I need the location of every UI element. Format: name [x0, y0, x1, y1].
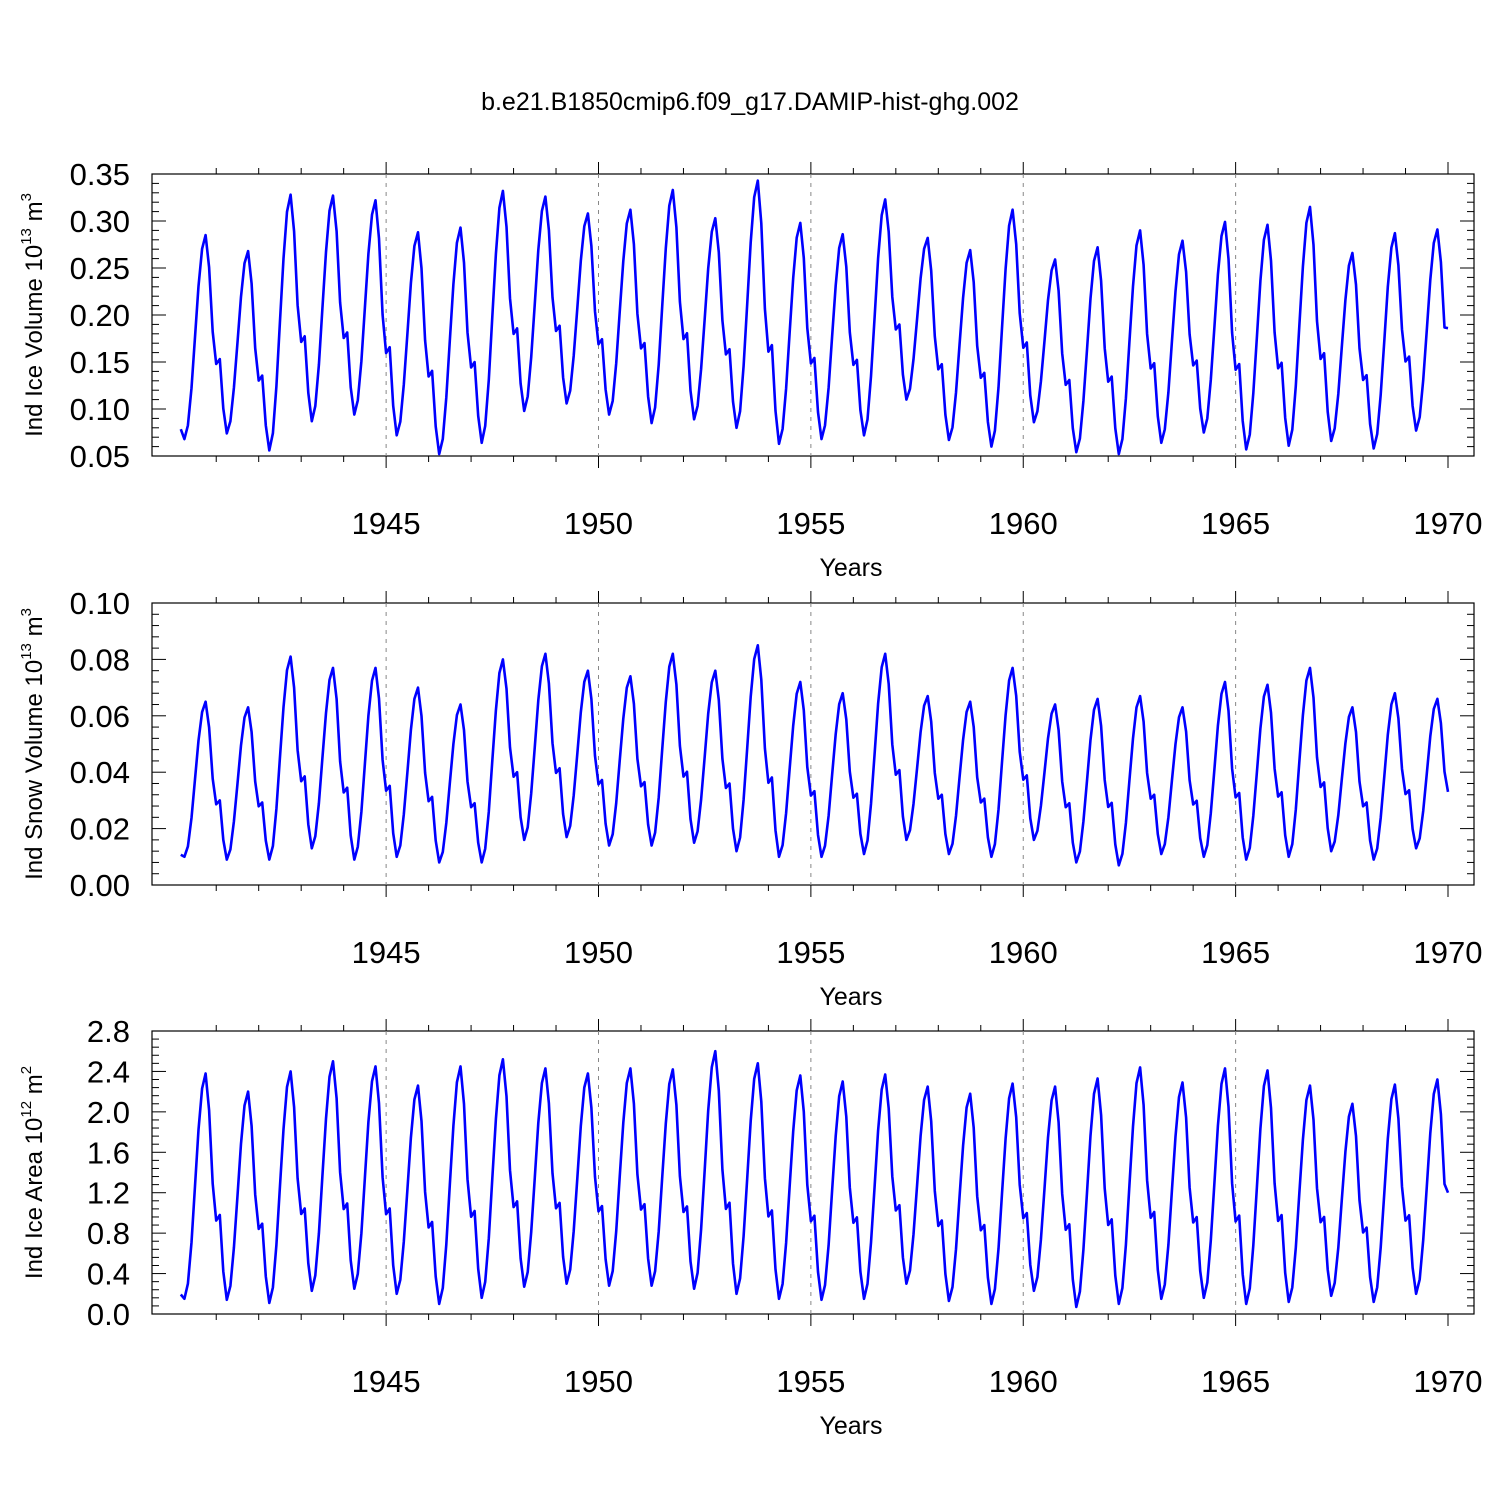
series-line: [179, 179, 1449, 456]
y-tick-label: 0.15: [70, 345, 130, 380]
y-axis-label-text: Ind Snow Volume 10: [21, 660, 48, 880]
y-tick-label: 0.04: [70, 755, 130, 790]
y-tick-label: 0.8: [87, 1216, 130, 1251]
x-tick-label: 1970: [1414, 506, 1483, 541]
y-tick-label: 0.08: [70, 642, 130, 677]
series-line: [180, 643, 1450, 867]
panel-2: 1945 1950 1955 1960 1965 1970 Years 0.00 0.02 0.0…: [18, 586, 1482, 1011]
y-axis-label: Ind Ice Area 1012 m2: [18, 1066, 48, 1279]
x-tick-label: 1960: [989, 1364, 1058, 1399]
x-tick-label: 1950: [564, 1364, 633, 1399]
plot-frame: [151, 173, 1475, 457]
y-tick-label: 0.10: [70, 586, 130, 621]
panel-1: 1945 1950 1955 1960 1965 1970 Years 0.05 0.10 0.1…: [18, 157, 1482, 582]
y-tick-label: 0.06: [70, 699, 130, 734]
x-tick-label: 1970: [1414, 1364, 1483, 1399]
x-tick-label: 1965: [1201, 1364, 1270, 1399]
x-tick-label: 1945: [352, 1364, 421, 1399]
x-tick-label: 1945: [352, 506, 421, 541]
y-tick-label: 0.0: [87, 1297, 130, 1332]
chart-title: b.e21.B1850cmip6.f09_g17.DAMIP-hist-ghg.…: [481, 88, 1019, 116]
y-tick-label: 0.02: [70, 812, 130, 847]
y-axis-label-unit-exponent: 3: [18, 608, 35, 616]
x-tick-label: 1950: [564, 935, 633, 970]
x-tick-label: 1955: [776, 1364, 845, 1399]
y-axis-label-unit-exponent: 3: [18, 193, 35, 201]
panel-3: 1945 1950 1955 1960 1965 1970 Years 0.0 0.4 0.8 1.…: [18, 1014, 1482, 1440]
x-axis-label: Years: [819, 554, 882, 582]
x-tick-label: 1955: [776, 506, 845, 541]
y-tick-label: 2.4: [87, 1054, 130, 1089]
y-axis-label-unit: m: [21, 616, 48, 643]
y-tick-label: 0.05: [70, 439, 130, 474]
y-axis-label-unit: m: [21, 201, 48, 228]
y-axis-label-text: Ind Ice Volume 10: [21, 245, 48, 437]
y-axis-label: Ind Snow Volume 1013 m3: [18, 608, 48, 880]
x-axis-label: Years: [819, 983, 882, 1011]
y-axis-label-unit: m: [21, 1074, 48, 1101]
plot-frame: [151, 1030, 1475, 1315]
y-tick-label: 0.10: [70, 392, 130, 427]
x-tick-label: 1950: [564, 506, 633, 541]
y-axis-label-exponent: 12: [18, 1101, 35, 1118]
y-tick-label: 2.8: [87, 1014, 130, 1049]
x-tick-label: 1965: [1201, 506, 1270, 541]
x-tick-label: 1960: [989, 935, 1058, 970]
y-tick-label: 0.20: [70, 298, 130, 333]
x-tick-label: 1960: [989, 506, 1058, 541]
x-tick-label: 1965: [1201, 935, 1270, 970]
y-tick-label: 0.30: [70, 204, 130, 239]
x-axis-label: Years: [819, 1412, 882, 1440]
x-tick-label: 1955: [776, 935, 845, 970]
series-line: [179, 1049, 1450, 1309]
x-tick-label: 1945: [352, 935, 421, 970]
x-tick-label: 1970: [1414, 935, 1483, 970]
y-axis-label-exponent: 13: [18, 228, 35, 245]
y-tick-label: 1.6: [87, 1135, 130, 1170]
y-axis-label-text: Ind Ice Area 10: [21, 1118, 48, 1279]
y-tick-label: 0.25: [70, 251, 130, 286]
plot-frame: [151, 602, 1475, 886]
y-tick-label: 0.35: [70, 157, 130, 192]
y-tick-label: 0.00: [70, 868, 130, 903]
y-tick-label: 2.0: [87, 1095, 130, 1130]
y-tick-label: 0.4: [87, 1257, 130, 1292]
y-axis-label: Ind Ice Volume 1013 m3: [18, 193, 48, 437]
y-tick-label: 1.2: [87, 1176, 130, 1211]
y-axis-label-exponent: 13: [18, 643, 35, 660]
y-axis-label-unit-exponent: 2: [18, 1066, 35, 1074]
